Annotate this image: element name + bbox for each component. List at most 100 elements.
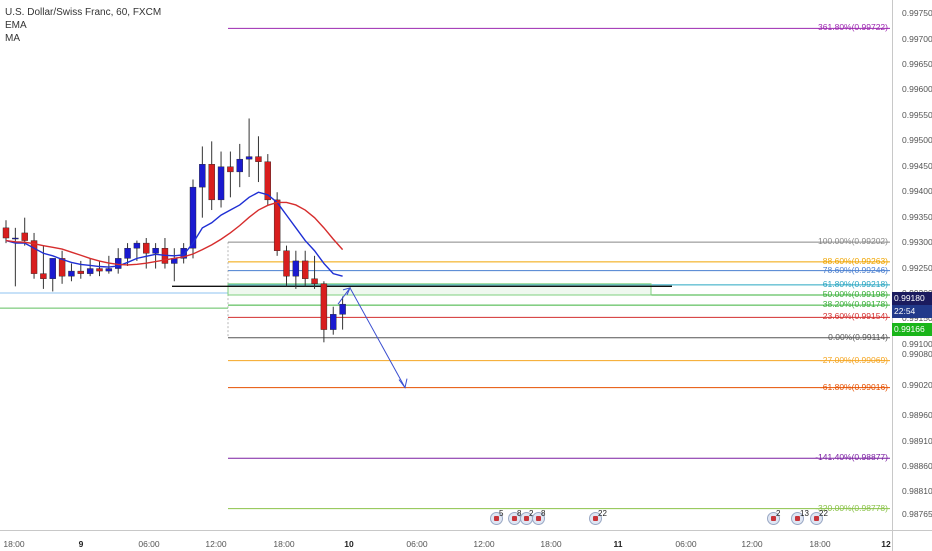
ma-indicator-label[interactable]: MA xyxy=(5,33,20,44)
candle-body xyxy=(105,268,113,272)
price-axis[interactable]: 0.99750 0.99700 0.99650 0.99600 0.99550 0.995… xyxy=(892,0,932,530)
price-tick-label: 0.99450 xyxy=(902,160,932,171)
candle-body xyxy=(311,278,318,285)
time-tick-label: 06:00 xyxy=(675,539,697,549)
fib-level-label: -61.80%(0.99016) xyxy=(819,381,888,392)
candle-body xyxy=(255,156,262,162)
candle-body xyxy=(133,242,141,249)
fib-level-label: -320.00%(0.98778) xyxy=(815,502,888,513)
candle-body xyxy=(77,270,85,274)
us-flag-event-icon[interactable] xyxy=(520,512,533,525)
price-tick-label: 0.99020 xyxy=(902,379,932,390)
candle-body xyxy=(283,250,290,277)
time-tick-label: 9 xyxy=(78,539,84,549)
candle-body xyxy=(180,247,187,259)
price-tick-label: 0.99150 xyxy=(902,313,932,324)
event-count: 22 xyxy=(598,509,607,518)
time-tick-label: 12:00 xyxy=(205,539,227,549)
candle-body xyxy=(143,242,150,254)
us-flag-event-icon[interactable] xyxy=(508,512,521,525)
candle-body xyxy=(40,273,47,279)
price-tick-label: 0.99350 xyxy=(902,211,932,222)
candle-body xyxy=(68,270,75,277)
candle-body xyxy=(86,268,94,274)
time-tick-label: 18:00 xyxy=(809,539,831,549)
us-flag-event-icon[interactable] xyxy=(532,512,545,525)
us-flag-event-icon[interactable] xyxy=(490,512,503,525)
candle-body xyxy=(330,314,337,330)
price-chart[interactable] xyxy=(0,0,892,530)
candle-body xyxy=(208,164,215,201)
candle-body xyxy=(21,232,28,241)
candle-body xyxy=(339,303,346,315)
price-tick-label: 0.99600 xyxy=(902,84,932,95)
axis-corner xyxy=(892,530,932,551)
candle-body xyxy=(12,237,19,240)
price-tick-label: 0.99500 xyxy=(902,135,932,146)
ma-line xyxy=(5,201,344,266)
price-tick-label: 0.98860 xyxy=(902,460,932,471)
price-tick-label: 0.98960 xyxy=(902,410,932,421)
current-price-tag: 0.99180 xyxy=(892,292,932,306)
arrow-head xyxy=(398,378,408,389)
time-tick-label: 18:00 xyxy=(273,539,295,549)
candle-body xyxy=(217,166,225,201)
chart-legend: U.S. Dollar/Swiss Franc, 60, FXCM EMA MA xyxy=(5,6,161,45)
price-tick-label: 0.99650 xyxy=(902,59,932,70)
fib-level-label: -27.00%(0.99069) xyxy=(819,354,888,365)
candle-body xyxy=(124,247,131,259)
price-tick-label: 0.99750 xyxy=(902,8,932,19)
time-tick-label: 06:00 xyxy=(138,539,160,549)
time-tick-label: 10 xyxy=(344,539,354,549)
us-flag-event-icon[interactable] xyxy=(767,512,780,525)
us-flag-event-icon[interactable] xyxy=(589,512,602,525)
fib-level-label: 88.60%(0.99263) xyxy=(822,255,888,266)
price-tick-label: 0.99250 xyxy=(902,262,932,273)
us-flag-event-icon[interactable] xyxy=(791,512,804,525)
price-tick-label: 0.98765 xyxy=(902,509,932,520)
time-tick-label: 12:00 xyxy=(741,539,763,549)
candle-body xyxy=(199,164,206,188)
ema-line xyxy=(5,191,343,277)
candle-body xyxy=(152,247,159,254)
candle-body xyxy=(236,158,243,173)
fib-level-label: -141.40%(0.98877) xyxy=(815,452,888,463)
time-tick-label: 12 xyxy=(881,539,891,549)
time-tick-label: 12:00 xyxy=(473,539,495,549)
candle-body xyxy=(58,258,66,277)
event-count: 2 xyxy=(776,509,781,518)
ema-indicator-label[interactable]: EMA xyxy=(5,20,27,31)
price-tick-label: 0.99700 xyxy=(902,33,932,44)
fib-level-label: 78.60%(0.99246) xyxy=(822,264,888,275)
event-count: 8 xyxy=(541,509,546,518)
time-tick-label: 18:00 xyxy=(3,539,25,549)
price-tick-label: 0.99400 xyxy=(902,186,932,197)
candle-body xyxy=(292,260,300,277)
us-flag-event-icon[interactable] xyxy=(810,512,823,525)
fib-level-label: 61.80%(0.99218) xyxy=(822,278,888,289)
candle-body xyxy=(264,161,271,201)
fib-level-label: 361.80%(0.99722) xyxy=(818,22,888,33)
candle-countdown-tag: 22:54 xyxy=(892,305,932,319)
event-count: 5 xyxy=(499,509,504,518)
fib-level-label: 23.60%(0.99154) xyxy=(822,311,888,322)
zone-rectangle xyxy=(227,283,652,296)
event-count: 13 xyxy=(800,509,809,518)
bid-price-tag: 0.99166 xyxy=(892,322,932,336)
price-tick-label: 0.99100 xyxy=(902,338,932,349)
price-tick-label: 0.99080 xyxy=(902,349,932,360)
candle-body xyxy=(227,166,234,173)
symbol-title[interactable]: U.S. Dollar/Swiss Franc, 60, FXCM xyxy=(5,7,162,18)
candle-body xyxy=(273,199,281,251)
candle-body xyxy=(96,268,103,272)
time-axis[interactable]: 18:00 9 06:00 12:00 18:00 10 06:00 12:00 18:00 11… xyxy=(0,530,892,551)
candle-body xyxy=(320,283,328,330)
candle-body xyxy=(49,258,56,279)
candle-body xyxy=(30,240,38,274)
fib-level-label: 50.00%(0.99198) xyxy=(822,288,888,299)
event-count: 8 xyxy=(517,509,522,518)
candle-body xyxy=(2,227,10,239)
price-tick-label: 0.98810 xyxy=(902,486,932,497)
candle-body xyxy=(302,260,309,279)
